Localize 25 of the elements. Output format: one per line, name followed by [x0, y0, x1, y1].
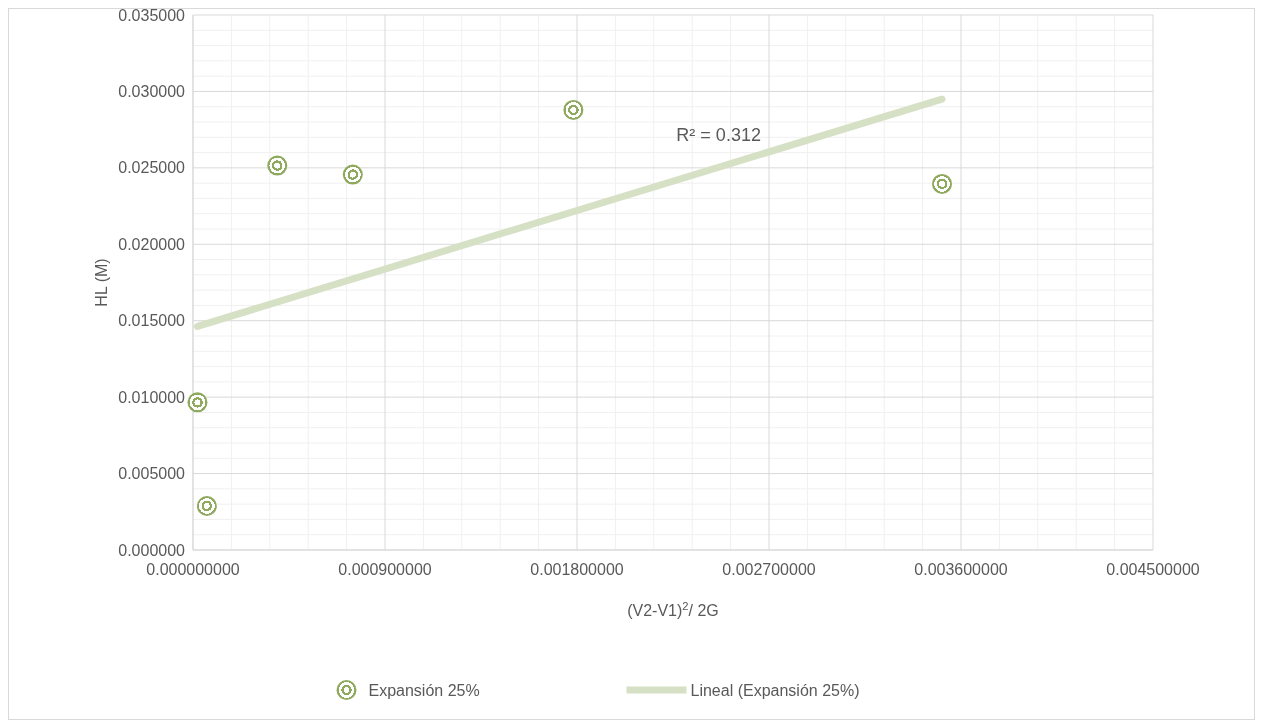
x-tick-label: 0.004500000: [1106, 561, 1200, 578]
legend-label: Lineal (Expansión 25%): [690, 681, 860, 699]
legend-label: Expansión 25%: [368, 681, 480, 699]
x-tick-label: 0.001800000: [530, 561, 624, 578]
annotation: R² = 0.312: [676, 124, 761, 145]
point: [342, 164, 363, 185]
y-tick-label: 0.015000: [118, 312, 186, 330]
point: [563, 99, 584, 120]
y-axis-title: HL (M): [93, 258, 110, 307]
y-tick-label: 0.035000: [118, 6, 186, 24]
x-axis-title: (V2-V1)$^{2}$/ 2G: [627, 600, 719, 619]
point: [267, 155, 288, 176]
point: [196, 495, 217, 516]
y-tick-label: 0.030000: [118, 83, 186, 101]
x-tick-label: 0.003600000: [914, 561, 1008, 578]
y-tick-label: 0.010000: [118, 388, 186, 406]
x-tick-label: 0.000000000: [146, 561, 240, 578]
x-tick-label: 0.000900000: [338, 561, 432, 578]
y-tick-label: 0.005000: [118, 465, 186, 483]
point: [932, 173, 953, 194]
y-tick-label: 0.025000: [118, 159, 186, 177]
y-tick-label: 0.020000: [118, 235, 186, 253]
y-tick-label: 0.000000: [118, 541, 186, 559]
point: [187, 392, 208, 413]
x-tick-label: 0.002700000: [722, 561, 816, 578]
